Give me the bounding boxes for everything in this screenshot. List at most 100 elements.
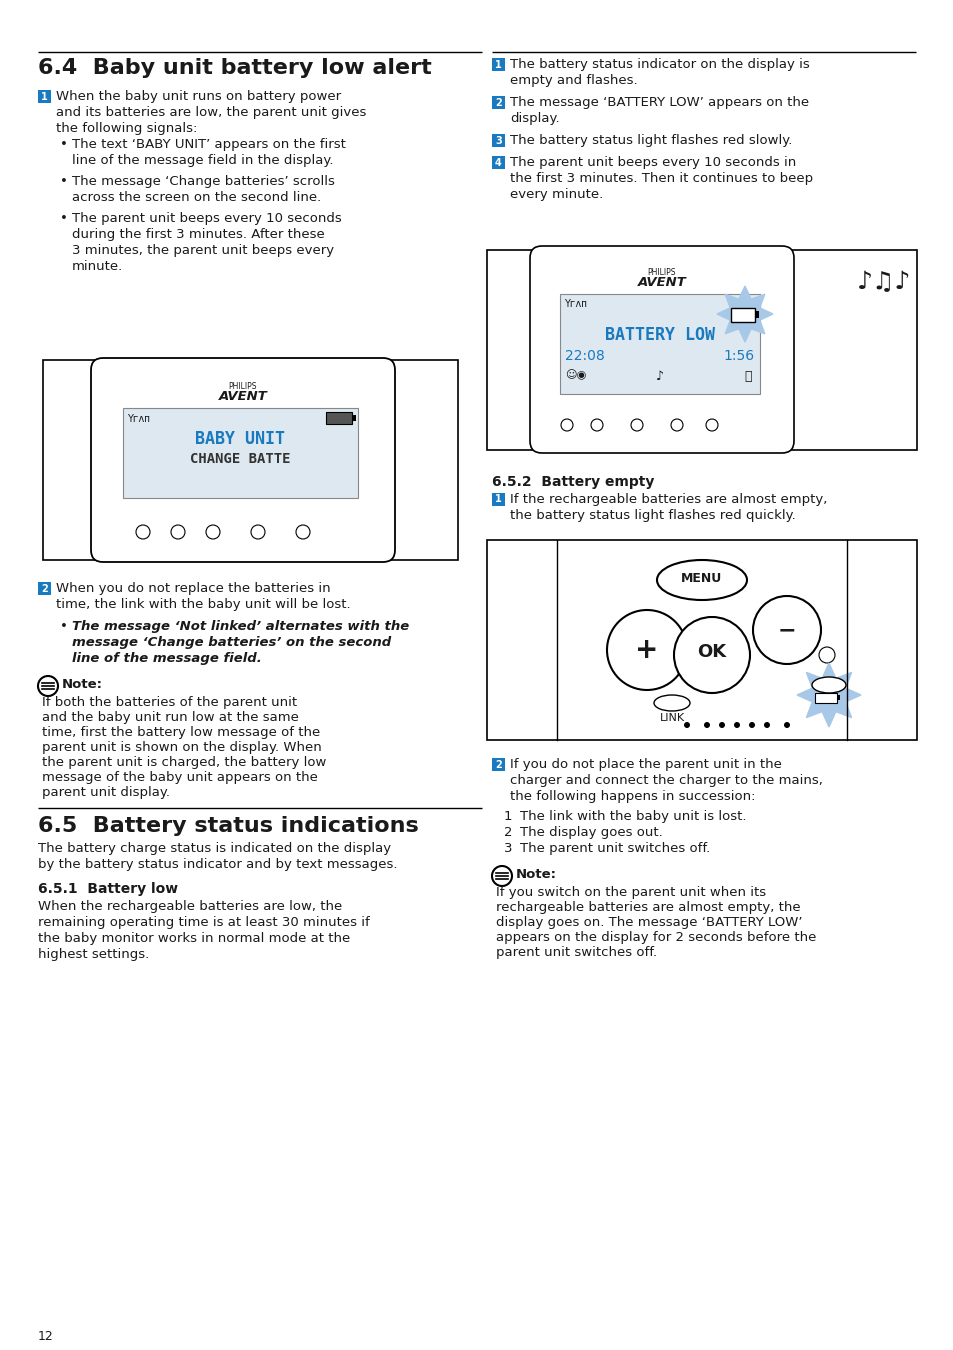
Polygon shape bbox=[717, 286, 772, 342]
Bar bbox=[492, 157, 504, 169]
Text: minute.: minute. bbox=[71, 261, 123, 273]
Text: ⏻: ⏻ bbox=[743, 370, 751, 383]
Text: If both the batteries of the parent unit: If both the batteries of the parent unit bbox=[42, 697, 296, 709]
Text: Note:: Note: bbox=[62, 678, 103, 691]
Text: BABY UNIT: BABY UNIT bbox=[194, 431, 285, 448]
Text: appears on the display for 2 seconds before the: appears on the display for 2 seconds bef… bbox=[496, 931, 816, 944]
Text: 6.5.1  Battery low: 6.5.1 Battery low bbox=[38, 882, 178, 896]
Text: The message ‘Not linked’ alternates with the: The message ‘Not linked’ alternates with… bbox=[71, 620, 409, 633]
Text: the following signals:: the following signals: bbox=[56, 122, 197, 135]
Bar bbox=[492, 493, 504, 506]
Text: the following happens in succession:: the following happens in succession: bbox=[510, 790, 755, 803]
Text: the battery status light flashes red quickly.: the battery status light flashes red qui… bbox=[510, 509, 795, 522]
Circle shape bbox=[606, 610, 686, 690]
Text: If you do not place the parent unit in the: If you do not place the parent unit in t… bbox=[510, 757, 781, 771]
Text: The message ‘BATTERY LOW’ appears on the: The message ‘BATTERY LOW’ appears on the bbox=[510, 96, 808, 109]
Text: When the rechargeable batteries are low, the: When the rechargeable batteries are low,… bbox=[38, 900, 342, 913]
Text: 1: 1 bbox=[503, 810, 512, 824]
Text: 22:08: 22:08 bbox=[564, 350, 604, 363]
Bar bbox=[123, 408, 357, 498]
Circle shape bbox=[171, 525, 185, 539]
Text: PHILIPS: PHILIPS bbox=[647, 269, 676, 277]
Bar bbox=[836, 695, 840, 701]
Text: parent unit display.: parent unit display. bbox=[42, 786, 170, 799]
Text: •: • bbox=[60, 138, 68, 151]
Text: The message ‘Change batteries’ scrolls: The message ‘Change batteries’ scrolls bbox=[71, 176, 335, 188]
Text: The battery status indicator on the display is: The battery status indicator on the disp… bbox=[510, 58, 809, 72]
Text: The parent unit switches off.: The parent unit switches off. bbox=[519, 842, 709, 855]
Circle shape bbox=[492, 865, 512, 886]
Text: time, the link with the baby unit will be lost.: time, the link with the baby unit will b… bbox=[56, 598, 351, 612]
Polygon shape bbox=[796, 663, 861, 728]
Text: parent unit switches off.: parent unit switches off. bbox=[496, 946, 657, 958]
Text: and the baby unit run low at the same: and the baby unit run low at the same bbox=[42, 711, 298, 724]
Circle shape bbox=[705, 418, 718, 431]
Circle shape bbox=[703, 722, 709, 728]
Text: The parent unit beeps every 10 seconds in: The parent unit beeps every 10 seconds i… bbox=[510, 157, 796, 169]
Circle shape bbox=[752, 595, 821, 664]
Text: 6.4  Baby unit battery low alert: 6.4 Baby unit battery low alert bbox=[38, 58, 432, 78]
Bar bbox=[492, 134, 504, 147]
Text: charger and connect the charger to the mains,: charger and connect the charger to the m… bbox=[510, 774, 822, 787]
Text: AVENT: AVENT bbox=[637, 275, 685, 289]
Text: MENU: MENU bbox=[680, 572, 721, 585]
Text: the first 3 minutes. Then it continues to beep: the first 3 minutes. Then it continues t… bbox=[510, 171, 812, 185]
Text: 1:56: 1:56 bbox=[723, 350, 754, 363]
FancyBboxPatch shape bbox=[530, 246, 793, 454]
Circle shape bbox=[683, 722, 689, 728]
Text: 2: 2 bbox=[495, 760, 501, 770]
Circle shape bbox=[670, 418, 682, 431]
Circle shape bbox=[251, 525, 265, 539]
Text: 12: 12 bbox=[38, 1330, 53, 1343]
Text: BATTERY LOW: BATTERY LOW bbox=[604, 325, 714, 344]
Text: highest settings.: highest settings. bbox=[38, 948, 149, 961]
Circle shape bbox=[818, 647, 834, 663]
Text: •: • bbox=[60, 212, 68, 225]
Bar bbox=[38, 90, 51, 103]
Text: The battery charge status is indicated on the display: The battery charge status is indicated o… bbox=[38, 842, 391, 855]
Circle shape bbox=[763, 722, 769, 728]
Bar bbox=[486, 540, 916, 740]
Text: empty and flashes.: empty and flashes. bbox=[510, 74, 637, 86]
Bar bbox=[754, 310, 759, 319]
Text: OK: OK bbox=[697, 643, 726, 662]
Text: and its batteries are low, the parent unit gives: and its batteries are low, the parent un… bbox=[56, 107, 366, 119]
Circle shape bbox=[206, 525, 220, 539]
Text: across the screen on the second line.: across the screen on the second line. bbox=[71, 190, 321, 204]
Text: 6.5  Battery status indications: 6.5 Battery status indications bbox=[38, 815, 418, 836]
Text: •: • bbox=[60, 620, 68, 633]
Text: ☺◉: ☺◉ bbox=[564, 370, 586, 381]
Circle shape bbox=[733, 722, 740, 728]
Text: time, first the battery low message of the: time, first the battery low message of t… bbox=[42, 726, 320, 738]
Text: 1: 1 bbox=[41, 92, 48, 101]
Text: during the first 3 minutes. After these: during the first 3 minutes. After these bbox=[71, 228, 324, 242]
Bar bbox=[486, 250, 916, 450]
Bar bbox=[326, 412, 352, 424]
Text: LINK: LINK bbox=[659, 713, 684, 724]
Text: 1: 1 bbox=[495, 494, 501, 505]
Text: 6.5.2  Battery empty: 6.5.2 Battery empty bbox=[492, 475, 654, 489]
Text: The text ‘BABY UNIT’ appears on the first: The text ‘BABY UNIT’ appears on the firs… bbox=[71, 138, 346, 151]
Text: 2: 2 bbox=[503, 826, 512, 838]
Text: The link with the baby unit is lost.: The link with the baby unit is lost. bbox=[519, 810, 745, 824]
Text: If the rechargeable batteries are almost empty,: If the rechargeable batteries are almost… bbox=[510, 493, 826, 506]
Circle shape bbox=[748, 722, 754, 728]
Text: AVENT: AVENT bbox=[218, 390, 267, 404]
Bar bbox=[730, 308, 754, 323]
Text: by the battery status indicator and by text messages.: by the battery status indicator and by t… bbox=[38, 859, 397, 871]
Text: When the baby unit runs on battery power: When the baby unit runs on battery power bbox=[56, 90, 341, 103]
Text: the parent unit is charged, the battery low: the parent unit is charged, the battery … bbox=[42, 756, 326, 770]
Text: −: − bbox=[777, 620, 796, 640]
Text: If you switch on the parent unit when its: If you switch on the parent unit when it… bbox=[496, 886, 765, 899]
Bar bbox=[492, 757, 504, 771]
Circle shape bbox=[783, 722, 789, 728]
Text: message of the baby unit appears on the: message of the baby unit appears on the bbox=[42, 771, 317, 784]
Circle shape bbox=[560, 418, 573, 431]
Text: every minute.: every minute. bbox=[510, 188, 602, 201]
Text: Yᴦᴧᴨ: Yᴦᴧᴨ bbox=[563, 298, 586, 309]
Text: The battery status light flashes red slowly.: The battery status light flashes red slo… bbox=[510, 134, 792, 147]
Circle shape bbox=[719, 722, 724, 728]
Ellipse shape bbox=[654, 695, 689, 711]
Text: 3: 3 bbox=[503, 842, 512, 855]
Bar bbox=[352, 414, 355, 421]
